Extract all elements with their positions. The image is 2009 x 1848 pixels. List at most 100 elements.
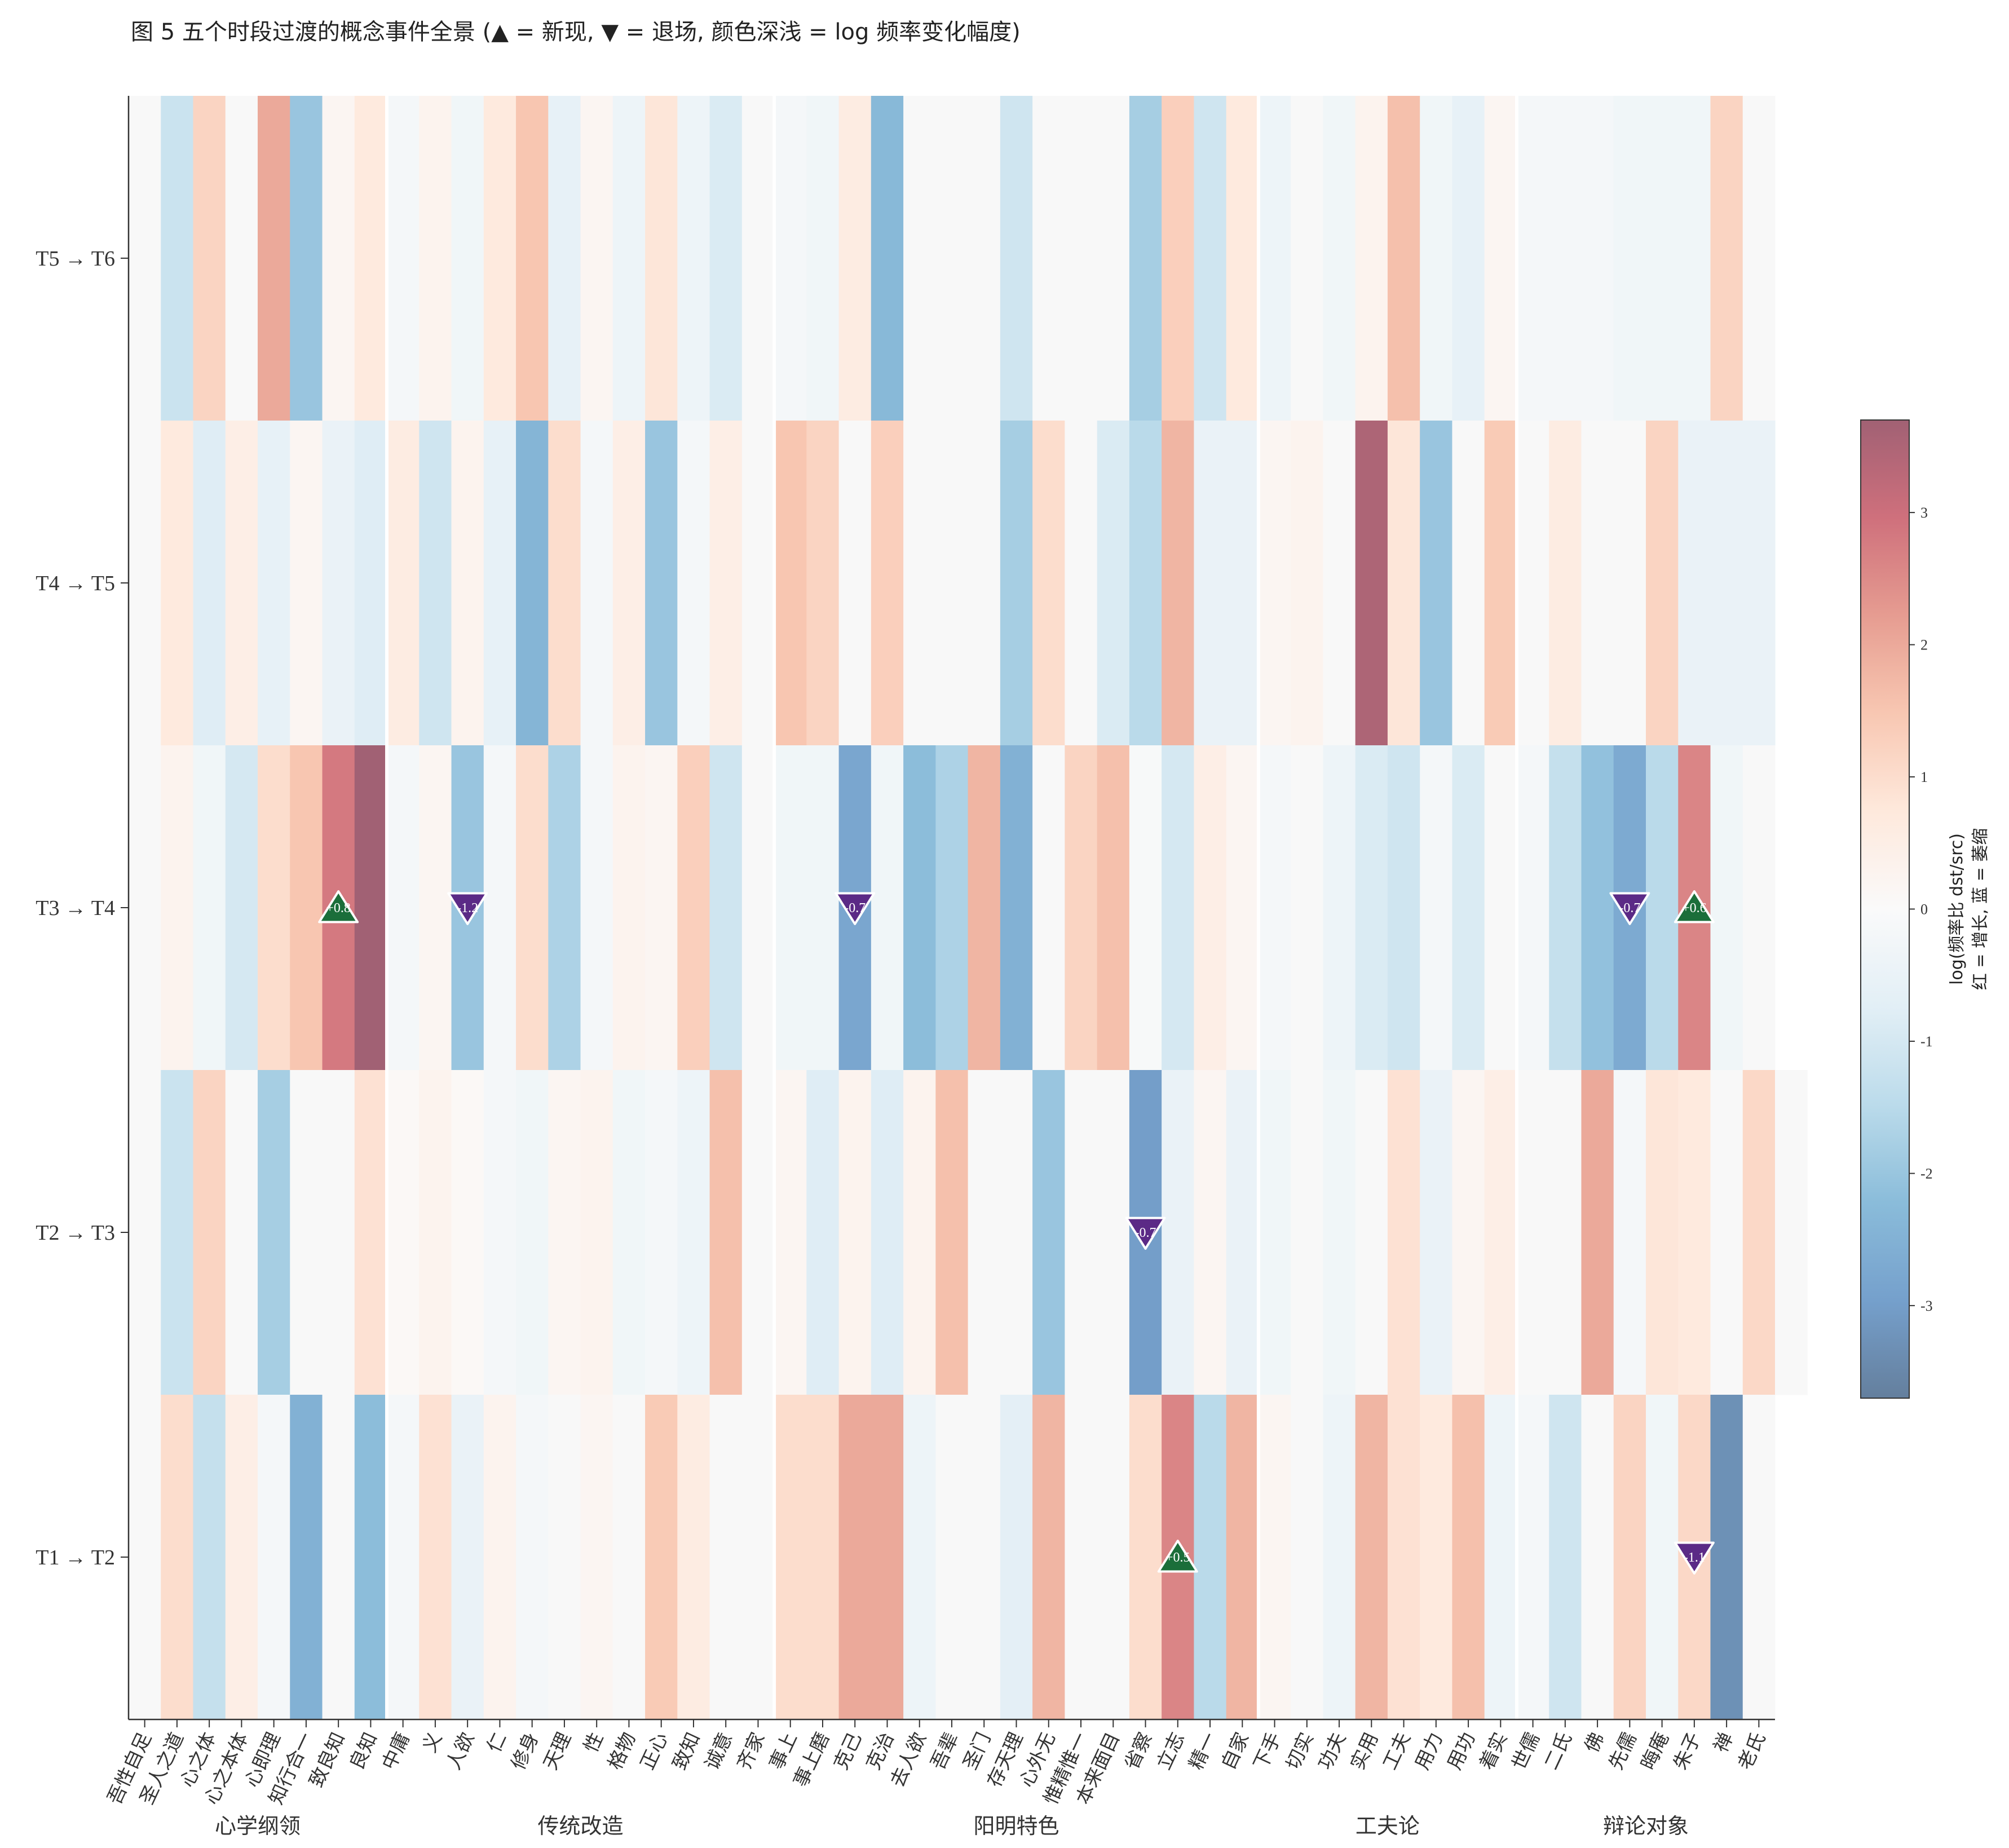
heatmap-cell bbox=[1452, 421, 1485, 746]
heatmap-cell bbox=[419, 1395, 452, 1720]
heatmap-cell bbox=[1613, 1395, 1646, 1720]
heatmap-cell bbox=[1000, 1070, 1033, 1395]
heatmap-cell bbox=[225, 1070, 258, 1395]
heatmap-cell bbox=[774, 96, 807, 421]
heatmap-cell bbox=[1162, 745, 1195, 1071]
heatmap-cell bbox=[1258, 1070, 1291, 1395]
heatmap-cell bbox=[1613, 421, 1646, 746]
marker-label: -1.1 bbox=[1684, 1550, 1705, 1565]
heatmap-cell bbox=[193, 1395, 226, 1720]
heatmap-cell bbox=[1516, 96, 1549, 421]
heatmap-cell bbox=[1129, 421, 1162, 746]
exit-marker bbox=[1125, 1217, 1166, 1250]
heatmap-cell bbox=[935, 1070, 969, 1395]
x-tick-label: 老氏 bbox=[1734, 1729, 1770, 1774]
heatmap-cell bbox=[1742, 745, 1776, 1071]
x-tick-label: 佛 bbox=[1580, 1729, 1609, 1756]
heatmap-cell bbox=[1194, 1395, 1227, 1720]
group-label: 传统改造 bbox=[538, 1814, 624, 1838]
heatmap-cell bbox=[935, 421, 969, 746]
heatmap-cell bbox=[516, 745, 549, 1071]
heatmap-cell bbox=[1581, 745, 1614, 1071]
x-tick-label: 仁 bbox=[483, 1729, 511, 1756]
heatmap-cell bbox=[1355, 1395, 1388, 1720]
heatmap-cell bbox=[516, 96, 549, 421]
heatmap-cell bbox=[516, 1395, 549, 1720]
heatmap-cell bbox=[1323, 745, 1356, 1071]
heatmap-cell bbox=[871, 1395, 904, 1720]
heatmap-cell bbox=[1516, 1395, 1549, 1720]
heatmap-cell bbox=[1581, 421, 1614, 746]
heatmap-cell bbox=[1452, 1395, 1485, 1720]
heatmap-cell bbox=[935, 1395, 969, 1720]
heatmap-cell bbox=[677, 1070, 710, 1395]
heatmap-cell bbox=[1129, 96, 1162, 421]
heatmap-cell bbox=[838, 1395, 872, 1720]
x-tick-label: 格物 bbox=[604, 1729, 641, 1774]
heatmap-cell bbox=[1420, 96, 1453, 421]
heatmap-cell bbox=[354, 96, 387, 421]
heatmap-cell bbox=[193, 745, 226, 1071]
x-tick-label: 工夫 bbox=[1379, 1729, 1415, 1774]
heatmap-cell bbox=[903, 421, 936, 746]
heatmap-cell bbox=[1065, 1070, 1098, 1395]
heatmap-cell bbox=[1452, 745, 1485, 1071]
heatmap-cell bbox=[419, 1070, 452, 1395]
x-tick-label: 良知 bbox=[346, 1729, 382, 1774]
heatmap-cell bbox=[322, 1395, 355, 1720]
heatmap-cell bbox=[1032, 421, 1065, 746]
heatmap-cell bbox=[580, 1395, 613, 1720]
heatmap-cell bbox=[612, 1070, 646, 1395]
exit-marker bbox=[1609, 892, 1650, 925]
heatmap-cell bbox=[419, 421, 452, 746]
marker-label: -1.2 bbox=[457, 901, 478, 916]
x-tick-label: 吾辈 bbox=[926, 1729, 963, 1774]
colorbar-label-line2: 红 = 增长, 蓝 = 萎缩 bbox=[1971, 828, 1990, 991]
heatmap-cell bbox=[1678, 1070, 1711, 1395]
heatmap-cell bbox=[1710, 1395, 1743, 1720]
heatmap-cell bbox=[1258, 745, 1291, 1071]
x-tick-label: 用力 bbox=[1411, 1729, 1447, 1774]
heatmap-cell bbox=[548, 745, 581, 1071]
colorbar-tick-label: 3 bbox=[1920, 505, 1928, 521]
emergence-marker bbox=[1157, 1540, 1198, 1573]
heatmap-cell bbox=[903, 745, 936, 1071]
x-tick-label: 致知 bbox=[668, 1729, 705, 1774]
heatmap-cell bbox=[290, 1070, 323, 1395]
x-tick-label: 正心 bbox=[636, 1729, 673, 1774]
heatmap-cell bbox=[548, 1070, 581, 1395]
heatmap-cell bbox=[161, 1070, 194, 1395]
heatmap-cell bbox=[483, 96, 516, 421]
heatmap-cell bbox=[354, 421, 387, 746]
heatmap-cell bbox=[677, 745, 710, 1071]
heatmap-cell bbox=[871, 96, 904, 421]
heatmap-cell bbox=[258, 1395, 290, 1720]
heatmap-cell bbox=[161, 745, 194, 1071]
heatmap-cell bbox=[1226, 421, 1259, 746]
x-tick-label: 立志 bbox=[1153, 1729, 1189, 1774]
heatmap-cell bbox=[1710, 745, 1743, 1071]
event-markers: +0.8 -1.2 -0.7 -0.7 +0.6 -0.7 +0.5 -1.1 bbox=[318, 890, 1715, 1575]
heatmap-cell bbox=[483, 1395, 516, 1720]
x-tick-label: 自家 bbox=[1217, 1729, 1253, 1774]
heatmap-cell bbox=[258, 1070, 290, 1395]
heatmap-cell bbox=[290, 745, 323, 1071]
heatmap-cell bbox=[1420, 745, 1453, 1071]
exit-marker bbox=[834, 892, 876, 925]
heatmap-cell bbox=[1613, 1070, 1646, 1395]
heatmap-cell bbox=[709, 1395, 743, 1720]
y-tick-label: T3 → T4 bbox=[36, 896, 115, 920]
heatmap-cell bbox=[1032, 96, 1065, 421]
heatmap-cell bbox=[1291, 1395, 1324, 1720]
heatmap-cell bbox=[1742, 421, 1776, 746]
heatmap-cell bbox=[322, 96, 355, 421]
heatmap-cell bbox=[1420, 1395, 1453, 1720]
x-tick-label: 省察 bbox=[1120, 1729, 1157, 1774]
heatmap-cell bbox=[1549, 745, 1582, 1071]
heatmap-cell bbox=[1194, 421, 1227, 746]
heatmap-cell bbox=[1516, 1070, 1549, 1395]
x-tick-label: 二氏 bbox=[1540, 1729, 1577, 1774]
heatmap-cell bbox=[1387, 1070, 1420, 1395]
heatmap-cell bbox=[1065, 1395, 1098, 1720]
heatmap-cell bbox=[483, 1070, 516, 1395]
